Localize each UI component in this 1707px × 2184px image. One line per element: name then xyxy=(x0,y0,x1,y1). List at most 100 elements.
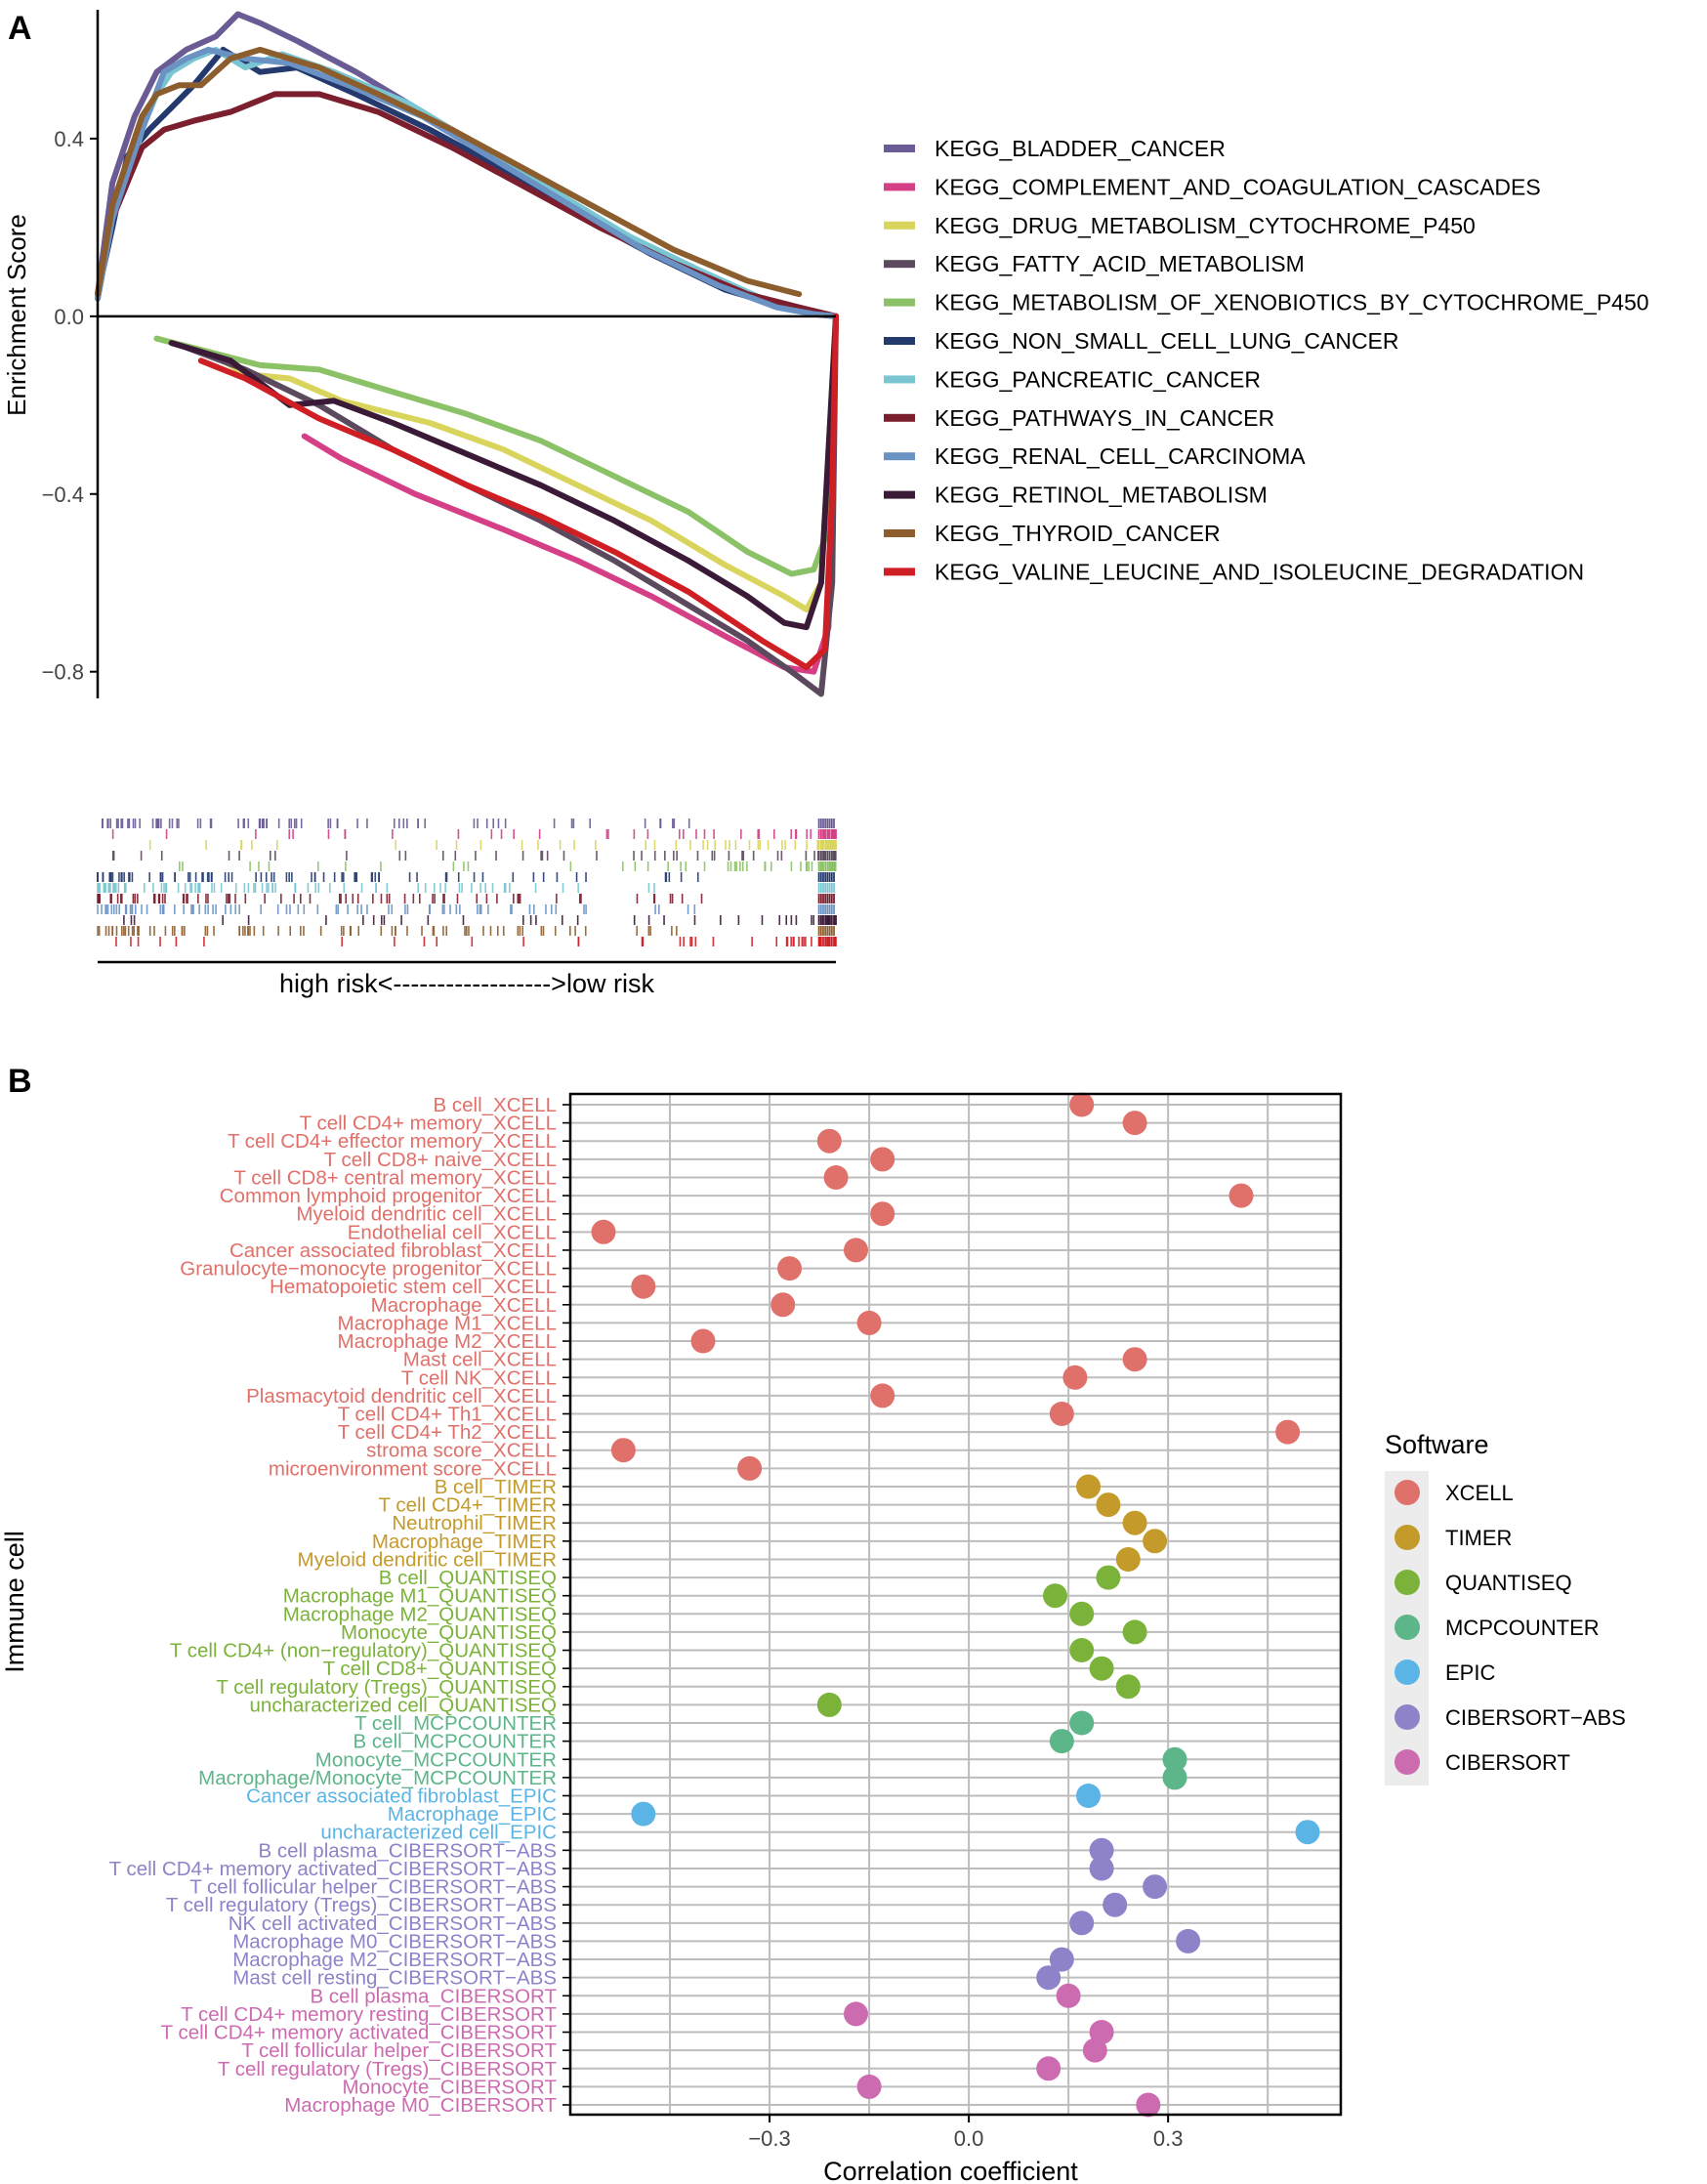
row-label: T cell CD8+ naive_XCELL xyxy=(324,1149,557,1171)
gsea-lines xyxy=(95,11,839,697)
data-point xyxy=(1089,1656,1114,1681)
legend-swatch xyxy=(884,145,915,152)
row-label: T cell CD4+ memory activated_CIBERSORT xyxy=(161,2022,558,2044)
correlation-legend: Software XCELL TIMER QUANTISEQ MCPCOUNTER EPI… xyxy=(1385,1430,1626,1785)
data-point xyxy=(591,1219,616,1244)
data-point xyxy=(1143,1874,1168,1900)
series-line xyxy=(153,313,839,612)
row-label: T cell CD8+_QUANTISEQ xyxy=(323,1658,557,1680)
data-point xyxy=(1115,1547,1141,1572)
row-label: NK cell activated_CIBERSORT−ABS xyxy=(229,1912,557,1935)
data-point xyxy=(856,1310,882,1335)
data-point xyxy=(1089,1856,1114,1881)
series-line xyxy=(153,313,839,577)
series-line xyxy=(301,313,839,675)
series-line xyxy=(95,46,839,319)
data-point xyxy=(1122,1111,1147,1136)
row-label: T cell NK_XCELL xyxy=(401,1366,557,1389)
legend-dot xyxy=(1395,1749,1420,1775)
data-point xyxy=(1096,1565,1121,1590)
row-label: Macrophage M2_QUANTISEQ xyxy=(283,1603,557,1625)
data-point xyxy=(1036,1965,1062,1991)
series-line xyxy=(95,91,839,319)
row-label: Myeloid dendritic cell_TIMER xyxy=(298,1548,557,1571)
gsea-rug xyxy=(97,819,837,946)
x-tick-label: −0.3 xyxy=(748,2126,790,2151)
row-label: Neutrophil_TIMER xyxy=(392,1512,557,1534)
panel-border xyxy=(568,1092,1343,2117)
row-label: Macrophage M1_QUANTISEQ xyxy=(283,1585,557,1608)
legend-swatch xyxy=(884,260,915,269)
data-point xyxy=(631,1801,656,1827)
row-label: Macrophage/Monocyte_MCPCOUNTER xyxy=(198,1767,557,1789)
row-label: Mast cell resting_CIBERSORT−ABS xyxy=(232,1967,557,1990)
row-label: T cell follicular helper_CIBERSORT−ABS xyxy=(189,1876,557,1899)
legend-label: KEGG_PATHWAYS_IN_CANCER xyxy=(935,405,1274,431)
series-line xyxy=(95,46,839,319)
row-label: T cell_MCPCOUNTER xyxy=(354,1712,557,1735)
row-label: T cell regulatory (Tregs)_CIBERSORT−ABS xyxy=(166,1894,557,1916)
data-point xyxy=(856,2074,882,2099)
row-label: B cell plasma_CIBERSORT−ABS xyxy=(258,1839,557,1862)
row-label: Common lymphoid progenitor_XCELL xyxy=(220,1185,557,1207)
row-label: T cell follicular helper_CIBERSORT xyxy=(241,2039,557,2062)
data-point xyxy=(1069,1638,1095,1662)
data-point xyxy=(1043,1583,1067,1609)
data-point xyxy=(1103,1892,1128,1917)
data-point xyxy=(844,1238,868,1263)
legend-dot xyxy=(1395,1615,1420,1640)
row-label: Cancer associated fibroblast_EPIC xyxy=(246,1785,557,1807)
row-label: Hematopoietic stem cell_XCELL xyxy=(270,1276,557,1298)
data-point xyxy=(1056,1983,1081,2008)
row-label: Cancer associated fibroblast_XCELL xyxy=(229,1239,557,1262)
legend-label: KEGG_NON_SMALL_CELL_LUNG_CANCER xyxy=(935,328,1399,354)
data-point xyxy=(1049,1947,1074,1972)
row-label: Granulocyte−monocyte progenitor_XCELL xyxy=(180,1258,557,1281)
gsea-legend: KEGG_BLADDER_CANCER KEGG_COMPLEMENT_AND_C… xyxy=(884,136,1649,584)
y-axis-title: Enrichment Score xyxy=(2,214,31,416)
row-label: Macrophage_EPIC xyxy=(388,1803,557,1826)
legend-label: KEGG_DRUG_METABOLISM_CYTOCHROME_P450 xyxy=(935,213,1476,238)
legend-label: KEGG_PANCREATIC_CANCER xyxy=(935,366,1261,392)
data-point xyxy=(1082,2037,1107,2063)
data-point xyxy=(1069,1092,1095,1117)
legend-label: KEGG_RENAL_CELL_CARCINOMA xyxy=(935,443,1306,469)
row-label: Monocyte_CIBERSORT xyxy=(342,2076,557,2098)
y-axis-title: Immune cell xyxy=(0,1531,29,1673)
series-line xyxy=(168,313,839,631)
legend-label: TIMER xyxy=(1445,1526,1512,1550)
row-label: B cell plasma_CIBERSORT xyxy=(310,1985,557,2007)
legend-label: KEGG_VALINE_LEUCINE_AND_ISOLEUCINE_DEGRA… xyxy=(935,559,1584,584)
data-point xyxy=(1069,1911,1095,1936)
data-point xyxy=(1162,1746,1187,1772)
legend-swatch xyxy=(884,452,915,461)
data-point xyxy=(610,1438,636,1463)
data-point xyxy=(1275,1419,1301,1445)
correlation-axes: −0.3 0.0 0.3 Correlation coefficient Immune … xyxy=(0,1092,1343,2184)
row-label: Plasmacytoid dendritic cell_XCELL xyxy=(246,1385,557,1407)
row-label: Macrophage M1_XCELL xyxy=(338,1312,558,1334)
data-point xyxy=(1062,1365,1088,1390)
data-point xyxy=(1115,1674,1141,1700)
legend-label: KEGG_BLADDER_CANCER xyxy=(935,136,1226,161)
legend-dot xyxy=(1395,1480,1420,1505)
data-point xyxy=(1228,1183,1254,1208)
data-point xyxy=(737,1455,763,1481)
x-tick-label: 0.3 xyxy=(1153,2126,1184,2151)
data-point xyxy=(1122,1347,1147,1372)
row-label: T cell CD4+ memory resting_CIBERSORT xyxy=(181,2003,557,2026)
legend-label: EPIC xyxy=(1445,1660,1495,1685)
legend-label: KEGG_RETINOL_METABOLISM xyxy=(935,483,1268,508)
row-label: T cell CD4+ (non−regulatory)_QUANTISEQ xyxy=(170,1640,557,1662)
legend-swatch xyxy=(884,567,915,576)
legend-swatch xyxy=(884,298,915,307)
legend-dot xyxy=(1395,1659,1420,1685)
x-tick-label: 0.0 xyxy=(954,2126,984,2151)
y-tick-label: 0.0 xyxy=(54,305,84,329)
legend-swatch xyxy=(884,183,915,191)
row-label: B cell_XCELL xyxy=(434,1094,557,1116)
series-line xyxy=(95,46,803,298)
